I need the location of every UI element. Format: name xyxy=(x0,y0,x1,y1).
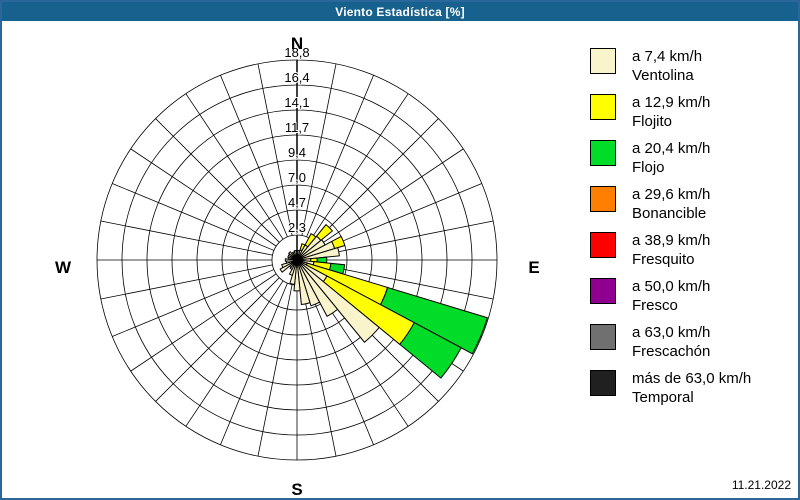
legend-name-text: Frescachón xyxy=(632,343,711,360)
compass-north-label: N xyxy=(291,34,303,53)
grid-spoke xyxy=(220,282,288,445)
grid-spoke xyxy=(130,148,277,247)
ring-value-label: 4,7 xyxy=(288,195,306,210)
legend-label: a 7,4 km/h Ventolina xyxy=(632,47,702,85)
window-title: Viento Estadística [%] xyxy=(335,4,465,19)
wind-petal-segment xyxy=(293,259,301,292)
legend-color-swatch xyxy=(590,186,616,212)
legend-item: a 12,9 km/h Flojito xyxy=(590,93,790,139)
date-stamp: 11.21.2022 xyxy=(731,478,791,492)
legend-label: a 12,9 km/h Flojito xyxy=(632,93,710,131)
legend-speed-text: más de 63,0 km/h xyxy=(632,370,752,387)
ring-value-label: 18,8 xyxy=(284,45,309,60)
legend-name-text: Fresco xyxy=(632,297,678,314)
legend-name-text: Temporal xyxy=(632,389,694,406)
wind-petal-segment xyxy=(281,259,298,269)
legend-color-swatch xyxy=(590,324,616,350)
grid-spoke xyxy=(310,93,409,240)
grid-spoke xyxy=(130,273,277,372)
legend-speed-text: a 29,6 km/h xyxy=(632,186,711,203)
rose-center-hub xyxy=(293,256,301,264)
grid-spoke xyxy=(321,220,494,256)
legend-color-swatch xyxy=(590,94,616,120)
ring-value-label: 2,3 xyxy=(288,220,306,235)
legend-color-swatch xyxy=(590,278,616,304)
legend-speed-text: a 63,0 km/h xyxy=(632,324,711,341)
grid-spoke xyxy=(301,284,337,457)
legend-item: a 63,0 km/h Frescachón xyxy=(590,323,790,369)
compass-west-label: W xyxy=(55,258,72,277)
rose-generated: 2,3 4,7 7,0 9,4 11,7 14,1 16,4 18,8 xyxy=(96,44,498,461)
grid-spoke xyxy=(257,63,293,236)
grid-spoke xyxy=(185,280,284,427)
grid-spoke xyxy=(301,63,337,236)
grid-spoke xyxy=(112,269,275,337)
legend-label: a 20,4 km/h Flojo xyxy=(632,139,710,177)
legend: a 7,4 km/h Ventolina a 12,9 km/h Flojito a 2… xyxy=(590,47,790,415)
grid-spoke xyxy=(100,220,273,256)
grid-spoke xyxy=(317,148,464,247)
legend-color-swatch xyxy=(590,140,616,166)
grid-spoke xyxy=(185,93,284,240)
grid-spoke xyxy=(112,183,275,251)
compass-south-label: S xyxy=(291,480,302,498)
legend-label: a 50,0 km/h Fresco xyxy=(632,277,710,315)
legend-item: a 7,4 km/h Ventolina xyxy=(590,47,790,93)
legend-item: a 50,0 km/h Fresco xyxy=(590,277,790,323)
legend-color-swatch xyxy=(590,232,616,258)
legend-label: a 38,9 km/h Fresquito xyxy=(632,231,710,269)
ring-value-label: 14,1 xyxy=(284,95,309,110)
wind-petal-segment xyxy=(296,259,321,307)
legend-speed-text: a 38,9 km/h xyxy=(632,232,711,249)
wind-petal-segment xyxy=(399,322,462,379)
wind-petal-segment xyxy=(296,259,339,317)
wind-petal-segment xyxy=(279,259,298,273)
grid-spoke xyxy=(321,264,494,300)
ring-value-label: 7,0 xyxy=(288,170,306,185)
legend-item: a 20,4 km/h Flojo xyxy=(590,139,790,185)
grid-spoke xyxy=(155,118,280,243)
legend-name-text: Flojo xyxy=(632,159,665,176)
legend-name-text: Ventolina xyxy=(632,67,694,84)
wind-petal-segment xyxy=(296,259,311,306)
legend-name-text: Flojito xyxy=(632,113,673,130)
legend-item: a 29,6 km/h Bonancible xyxy=(590,185,790,231)
wind-petal-segment xyxy=(296,259,380,343)
grid-spoke xyxy=(155,277,280,402)
grid-spoke xyxy=(100,264,273,300)
legend-name-text: Bonancible xyxy=(632,205,707,222)
legend-label: a 63,0 km/h Frescachón xyxy=(632,323,710,361)
legend-label: a 29,6 km/h Bonancible xyxy=(632,185,710,223)
legend-name-text: Fresquito xyxy=(632,251,695,268)
legend-item: más de 63,0 km/h Temporal xyxy=(590,369,790,415)
grid-spoke xyxy=(306,282,374,445)
legend-speed-text: a 12,9 km/h xyxy=(632,94,711,111)
legend-label: más de 63,0 km/h Temporal xyxy=(632,369,751,407)
wind-petal-segment xyxy=(296,247,340,261)
legend-speed-text: a 7,4 km/h xyxy=(632,48,703,65)
grid-spoke xyxy=(319,183,482,251)
ring-value-label: 11,7 xyxy=(285,120,309,135)
wind-petal-segment xyxy=(331,235,346,250)
title-bar: Viento Estadística [%] xyxy=(2,2,798,21)
compass-east-label: E xyxy=(528,258,539,277)
legend-color-swatch xyxy=(590,370,616,396)
legend-color-swatch xyxy=(590,48,616,74)
grid-spoke xyxy=(306,75,374,238)
grid-spoke xyxy=(257,284,293,457)
grid-spoke xyxy=(220,75,288,238)
legend-speed-text: a 20,4 km/h xyxy=(632,140,711,157)
legend-speed-text: a 50,0 km/h xyxy=(632,278,711,295)
grid-spoke xyxy=(314,118,439,243)
ring-value-label: 9,4 xyxy=(288,145,306,160)
legend-item: a 38,9 km/h Fresquito xyxy=(590,231,790,277)
ring-value-label: 16,4 xyxy=(284,70,309,85)
